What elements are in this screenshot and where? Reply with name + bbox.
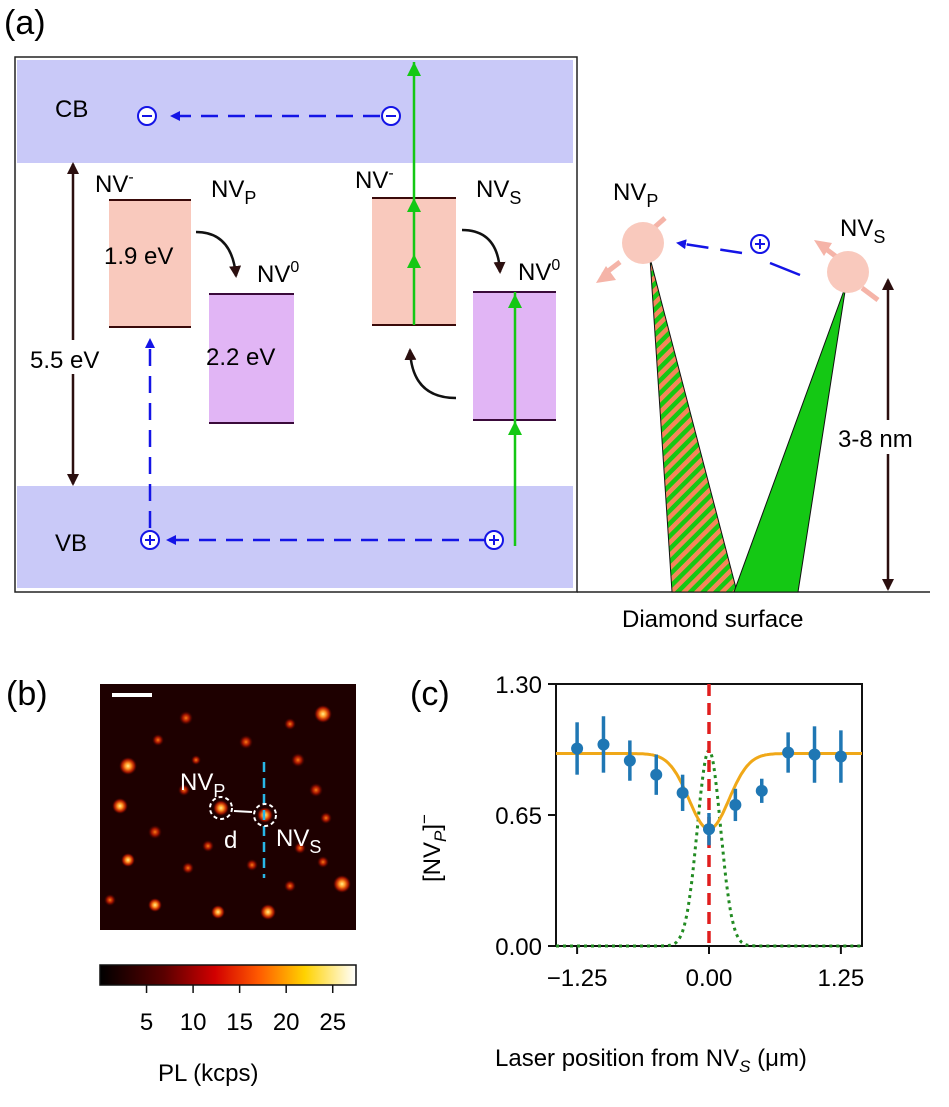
pl-spots (104, 705, 351, 920)
nv-geometry-sketch: NVP NVS 3-8 nm Diamond surface (577, 179, 940, 633)
colorbar-tick-label: 5 (140, 1009, 153, 1036)
chart-xlabel: Laser position from NVS (μm) (495, 1045, 807, 1076)
nvs-label-image: NVS (276, 825, 321, 857)
y-tick-label: 0.65 (495, 803, 542, 830)
data-point (597, 738, 610, 751)
recombination-arrow (404, 348, 457, 400)
nvs-label-right: NVS (476, 176, 521, 208)
nvp-excitation-cone (649, 257, 738, 593)
nvs-label-geometry: NVS (840, 215, 885, 247)
hole-icon-geometry (750, 234, 770, 254)
nvs-marker (253, 803, 277, 827)
bandgap-label-bg (28, 340, 128, 374)
x-tick-label: 1.25 (818, 965, 865, 992)
nvp-label-geometry: NVP (613, 179, 658, 211)
capture-arrow-left (195, 230, 242, 278)
bandgap-label: 5.5 eV (30, 347, 99, 374)
valence-band (17, 486, 573, 588)
vb-label: VB (55, 530, 87, 557)
nvp-label-image: NVP (180, 769, 225, 801)
nv0-label-right: NV0 (518, 257, 560, 286)
colorbar-tick-label: 25 (319, 1009, 346, 1036)
capture-arrow-right (461, 228, 506, 274)
nv-minus-label-right: NV- (355, 165, 394, 194)
panel-a-label: (a) (4, 4, 46, 42)
hole-transfer-arrow (769, 261, 801, 277)
chart-c: −1.25 0.00 1.250.000.651.30 (495, 672, 864, 992)
diamond-surface-label: Diamond surface (622, 606, 803, 633)
panel-b-label: (b) (6, 675, 48, 713)
nv0-label-left: NV0 (257, 259, 299, 288)
data-point (808, 748, 821, 761)
chart-ylabel: [NVP]− (415, 814, 450, 882)
x-tick-label: −1.25 (547, 965, 608, 992)
confocal-image: NVP d NVS (100, 684, 356, 930)
data-point (834, 750, 847, 763)
conduction-band (17, 60, 573, 163)
colorbar-gradient (99, 964, 357, 986)
band-diagram: CB VB 5.5 eV NV- NVP 1.9 eV NV0 2.2 eV N… (14, 56, 578, 593)
data-point (782, 746, 795, 759)
data-point (755, 784, 768, 797)
cb-label: CB (55, 96, 88, 123)
hole-icon (140, 530, 504, 550)
nvs-center-icon (827, 251, 869, 293)
energy-2-2-label: 2.2 eV (206, 344, 275, 371)
energy-1-9-label: 1.9 eV (104, 243, 173, 270)
nvp-zero-level (209, 294, 294, 423)
data-point (650, 768, 663, 781)
data-point (676, 786, 689, 799)
nv-minus-label-left: NV- (95, 169, 134, 198)
panel-c-label: (c) (410, 675, 450, 713)
nvp-center-icon (622, 222, 664, 264)
scale-bar (112, 693, 152, 697)
nvp-minus-level (109, 200, 191, 327)
y-tick-label: 0.00 (495, 934, 542, 961)
colorbar-tick-label: 20 (273, 1009, 300, 1036)
nvp-marker (209, 796, 233, 820)
nvs-excitation-cone (733, 284, 847, 593)
colorbar: 5 10 15 20 25 PL (kcps) (99, 964, 357, 1087)
depth-label: 3-8 nm (838, 426, 913, 453)
data-point (623, 754, 636, 767)
data-point (703, 823, 715, 836)
colorbar-label: PL (kcps) (158, 1060, 258, 1087)
distance-arrow (233, 810, 253, 813)
distance-label: d (224, 827, 237, 854)
data-point (571, 742, 584, 755)
data-point (729, 798, 742, 811)
colorbar-tick-label: 15 (226, 1009, 253, 1036)
y-tick-label: 1.30 (495, 672, 542, 699)
nvp-label-left: NVP (211, 176, 256, 208)
electron-icon (137, 106, 401, 126)
x-tick-label: 0.00 (686, 965, 733, 992)
colorbar-tick-label: 10 (180, 1009, 207, 1036)
